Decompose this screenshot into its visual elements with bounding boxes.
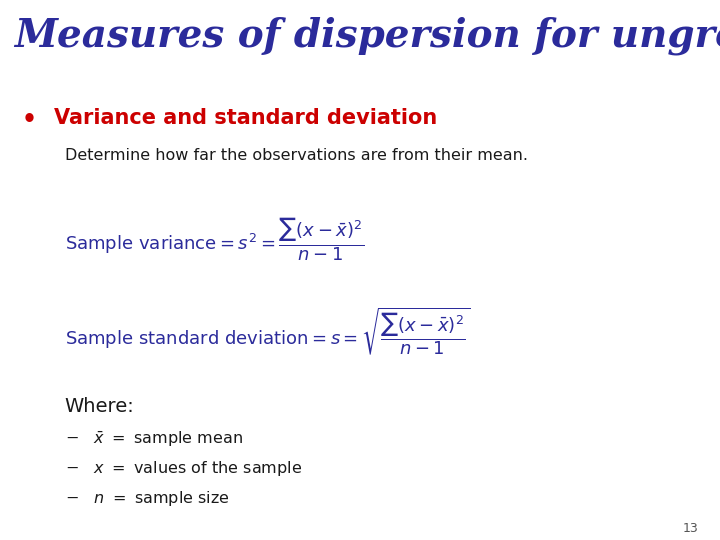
Text: Where:: Where: [65,397,135,416]
Text: Measures of dispersion for ungrouped data: Measures of dispersion for ungrouped dat… [14,16,720,55]
Text: 13: 13 [683,522,698,535]
Text: $-\quad \bar{x}\ =\ \mathrm{sample\ mean}$: $-\quad \bar{x}\ =\ \mathrm{sample\ mean… [65,429,243,449]
Text: •: • [22,108,37,132]
Text: Determine how far the observations are from their mean.: Determine how far the observations are f… [65,148,528,164]
Text: Variance and standard deviation: Variance and standard deviation [54,108,437,128]
Text: $-\quad x\ =\ \mathrm{values\ of\ the\ sample}$: $-\quad x\ =\ \mathrm{values\ of\ the\ s… [65,459,302,478]
Text: $\mathrm{Sample\ variance} = s^2 = \dfrac{\sum(x-\bar{x})^2}{n-1}$: $\mathrm{Sample\ variance} = s^2 = \dfra… [65,216,364,262]
Text: $-\quad n\ =\ \mathrm{sample\ size}$: $-\quad n\ =\ \mathrm{sample\ size}$ [65,489,230,508]
Text: $\mathrm{Sample\ standard\ deviation} = s = \sqrt{\dfrac{\sum(x-\bar{x})^2}{n-1}: $\mathrm{Sample\ standard\ deviation} = … [65,305,470,356]
